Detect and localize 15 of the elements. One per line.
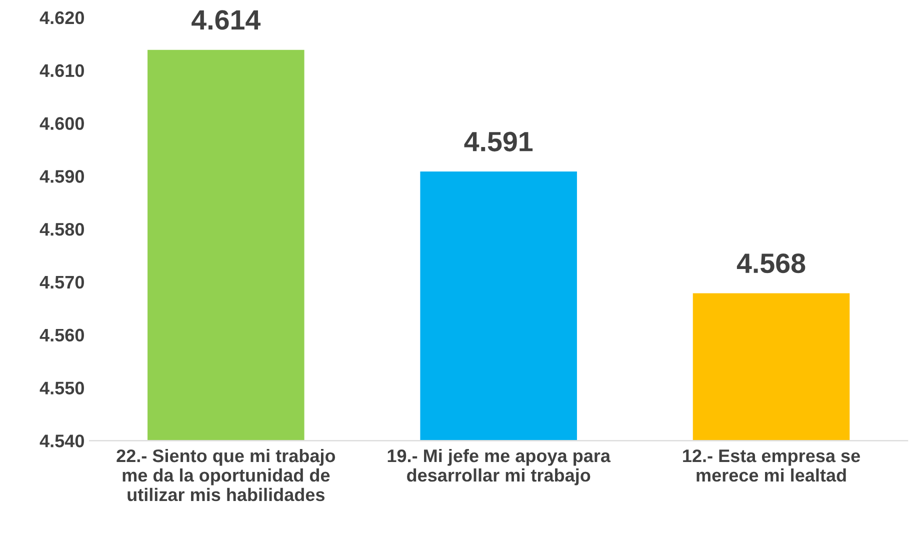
y-tick-label: 4.540: [40, 434, 84, 448]
y-tick-label: 4.570: [40, 276, 84, 289]
y-tick-label: 4.560: [40, 328, 84, 342]
y-tick-label: 4.550: [40, 382, 84, 394]
y-tick-label: 4.620: [40, 11, 84, 24]
y-tick-label: 4.600: [40, 117, 84, 130]
y-tick-label: 4.610: [40, 64, 84, 78]
data-label: 4.568: [736, 253, 806, 274]
data-label: 4.591: [464, 132, 533, 152]
y-tick-label: 4.580: [40, 222, 84, 236]
data-label: 4.614: [192, 10, 261, 30]
x-tick-label: 19.- Mi jefe me apoya para desarrollar mi trabajo: [388, 448, 611, 486]
x-tick-label: 12.- Esta empresa se merece mi lealtad: [683, 449, 860, 482]
y-tick-label: 4.590: [40, 170, 84, 183]
x-tick-label: 22.- Siento que mi trabajo me da la oportunidad de utilizar mis habilidades: [116, 448, 336, 502]
